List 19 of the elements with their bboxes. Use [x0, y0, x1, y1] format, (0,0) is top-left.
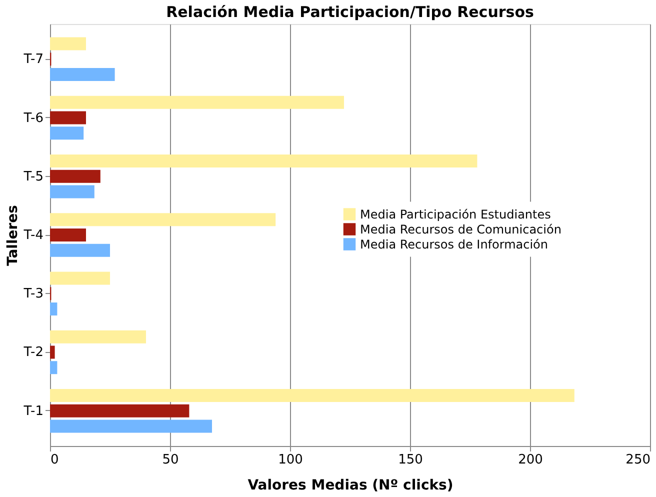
- y-tick-label: T-7: [22, 52, 44, 68]
- x-tick-label: 200: [518, 452, 543, 468]
- x-tick-label: 250: [626, 452, 650, 468]
- x-axis-title: Valores Medias (Nº clicks): [248, 478, 454, 494]
- legend-label: Media Recursos de Información: [360, 237, 548, 252]
- legend-label: Media Participación Estudiantes: [360, 207, 551, 222]
- y-tick-label: T-4: [22, 228, 44, 243]
- y-tick-label: T-1: [22, 404, 44, 419]
- x-tick-label: 0: [50, 452, 59, 468]
- x-tick-label: 100: [278, 452, 303, 468]
- y-axis-title: Talleres: [4, 204, 21, 266]
- y-tick-label: T-6: [22, 110, 44, 126]
- y-tick-label: T-3: [22, 286, 44, 302]
- x-tick-label: 50: [162, 452, 179, 468]
- y-tick-label: T-2: [22, 345, 44, 360]
- chart-title: Relación Media Participacion/Tipo Recursos: [166, 3, 534, 21]
- y-tick-label: T-5: [22, 169, 44, 184]
- legend-label: Media Recursos de Comunicación: [360, 222, 562, 236]
- x-tick-label: 150: [398, 452, 423, 468]
